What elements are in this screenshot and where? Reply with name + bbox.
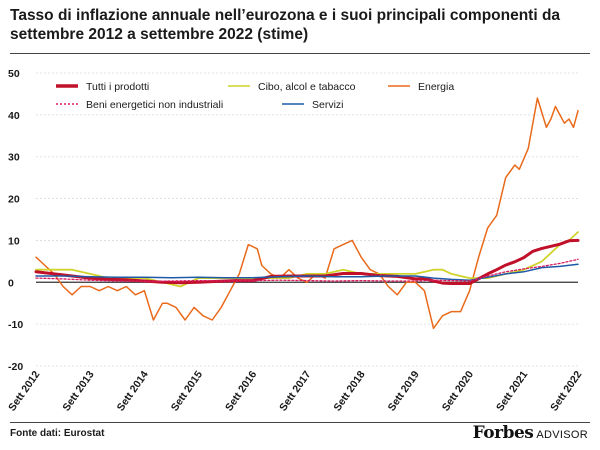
x-tick-label: Sett 2013 [60,369,96,414]
y-tick-label: 50 [8,68,20,80]
x-tick-label: Sett 2017 [277,369,313,414]
y-tick-label: 20 [8,194,20,206]
y-tick-label: -20 [8,361,23,373]
brand-sub: ADVISOR [536,429,588,441]
data-source: Fonte dati: Eurostat [10,428,105,439]
legend-label: Servizi [312,99,344,111]
y-tick-label: -10 [8,319,23,331]
chart-title: Tasso di inflazione annuale nell’eurozon… [10,7,561,43]
brand-name: Forbes [472,423,534,443]
legend-label: Energia [418,81,454,93]
series-line-servizi [35,263,579,281]
series-line-energia [35,97,579,330]
legend-label: Cibo, alcol e tabacco [258,81,356,93]
legend-label: Tutti i prodotti [86,81,149,93]
y-tick-label: 40 [8,110,20,122]
x-tick-label: Sett 2018 [331,369,367,414]
legend-label: Beni energetici non industriali [86,99,223,111]
y-tick-label: 0 [8,277,14,289]
x-tick-label: Sett 2016 [223,369,259,414]
x-tick-label: Sett 2012 [6,369,42,414]
y-tick-label: 30 [8,152,20,164]
x-tick-label: Sett 2019 [386,369,422,414]
x-tick-label: Sett 2020 [440,369,476,414]
x-tick-label: Sett 2014 [115,369,151,414]
brand-logo: Forbes ADVISOR [473,423,588,443]
title-divider [10,53,590,54]
x-tick-label: Sett 2021 [494,369,530,414]
y-tick-label: 10 [8,235,20,247]
footer-divider [10,422,590,423]
x-tick-label: Sett 2015 [169,369,205,414]
series-line-beni-energetici-non-industriali [35,258,579,283]
x-tick-label: Sett 2022 [548,369,584,414]
